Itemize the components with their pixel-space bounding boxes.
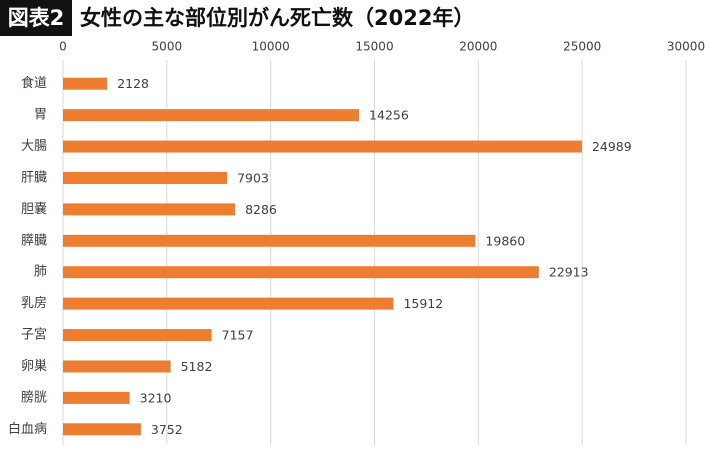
bar (63, 423, 141, 436)
x-tick-label: 20000 (459, 40, 497, 54)
x-tick-label: 0 (59, 40, 67, 54)
bar (63, 297, 394, 310)
y-tick-label: 胃 (34, 108, 47, 123)
x-tick-label: 5000 (152, 40, 183, 54)
y-tick-label: 乳房 (21, 295, 47, 311)
data-label: 24989 (592, 139, 632, 154)
data-label: 8286 (245, 202, 277, 217)
y-tick-label: 膀胱 (21, 389, 47, 405)
badge: 図表2 (8, 6, 65, 30)
data-label: 3210 (140, 390, 172, 405)
data-label: 7157 (222, 328, 254, 343)
y-tick-label: 膵臓 (21, 233, 47, 248)
y-tick-label: 卵巣 (21, 359, 47, 374)
y-tick-label: 胆嚢 (21, 201, 47, 217)
data-label: 3752 (151, 422, 183, 437)
data-label: 5182 (181, 359, 213, 374)
data-label: 15912 (403, 296, 443, 311)
x-tick-label: 10000 (252, 40, 290, 54)
y-tick-label: 食道 (21, 75, 47, 91)
bar (63, 391, 130, 404)
y-tick-label: 大腸 (21, 139, 47, 154)
data-label: 7903 (237, 170, 269, 185)
y-tick-label: 肺 (34, 265, 47, 280)
chart-title: 女性の主な部位別がん死亡数（2022年） (80, 6, 474, 30)
bar (63, 234, 476, 247)
bar (63, 266, 539, 279)
x-tick-label: 15000 (355, 40, 393, 54)
bar (63, 109, 360, 122)
data-label: 2128 (117, 76, 149, 91)
x-tick-label: 25000 (563, 40, 601, 54)
bar (63, 140, 582, 153)
badge-bg (0, 0, 72, 36)
bar (63, 329, 212, 342)
bar (63, 203, 236, 216)
x-tick-label: 30000 (667, 40, 705, 54)
data-label: 19860 (485, 233, 525, 248)
data-label: 22913 (549, 265, 589, 280)
y-tick-label: 肝臓 (21, 170, 47, 185)
bar (63, 77, 108, 90)
y-tick-label: 白血病 (8, 421, 47, 437)
bar (63, 171, 228, 184)
bar (63, 360, 171, 373)
y-tick-label: 子宮 (21, 327, 47, 343)
data-label: 14256 (369, 108, 409, 123)
